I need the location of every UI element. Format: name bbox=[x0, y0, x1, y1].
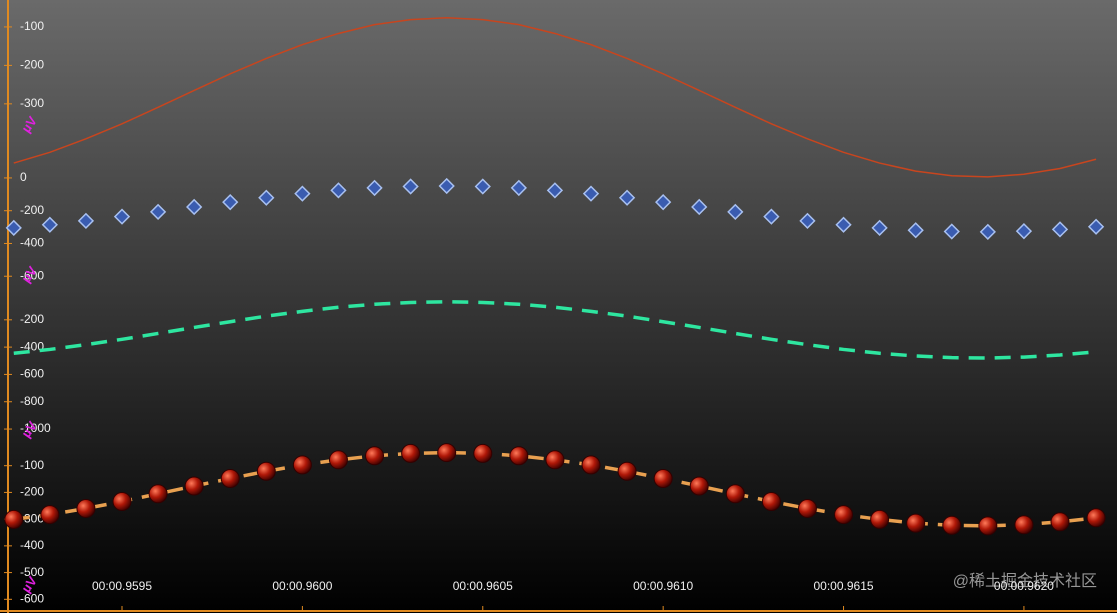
marker bbox=[4, 509, 24, 529]
marker bbox=[186, 198, 203, 216]
marker bbox=[256, 461, 276, 481]
marker bbox=[258, 189, 275, 206]
x-tick-label: 00:00.9595 bbox=[92, 579, 152, 593]
marker bbox=[402, 178, 419, 195]
marker bbox=[473, 443, 493, 463]
series-line bbox=[13, 16, 1097, 178]
marker bbox=[797, 498, 817, 518]
marker bbox=[546, 182, 564, 199]
marker bbox=[1014, 515, 1034, 535]
marker bbox=[545, 450, 565, 470]
marker bbox=[112, 492, 132, 511]
marker bbox=[77, 212, 95, 229]
marker bbox=[328, 450, 348, 470]
marker bbox=[617, 461, 637, 481]
marker bbox=[294, 185, 311, 202]
marker bbox=[220, 469, 240, 489]
x-tick-label: 00:00.9600 bbox=[272, 579, 332, 593]
watermark: @稀土掘金技术社区 bbox=[953, 572, 1097, 590]
marker bbox=[834, 505, 854, 525]
marker bbox=[148, 484, 168, 504]
marker bbox=[653, 469, 673, 489]
y-tick-label: -500 bbox=[20, 565, 44, 579]
marker bbox=[76, 498, 96, 518]
marker bbox=[943, 223, 960, 240]
marker bbox=[978, 516, 998, 536]
y-tick-label: -400 bbox=[20, 339, 44, 353]
y-tick-label: -400 bbox=[20, 538, 44, 552]
marker bbox=[366, 179, 383, 197]
y-tick-label: -1000 bbox=[20, 421, 51, 435]
y-tick-label: -800 bbox=[20, 394, 44, 408]
marker bbox=[1050, 512, 1070, 532]
marker bbox=[1087, 218, 1105, 235]
marker bbox=[113, 208, 131, 225]
y-tick-label: -100 bbox=[20, 458, 44, 472]
marker bbox=[149, 203, 167, 220]
marker bbox=[581, 455, 601, 475]
y-tick-label: -600 bbox=[20, 591, 44, 605]
marker bbox=[401, 443, 421, 463]
marker bbox=[438, 177, 455, 195]
marker bbox=[763, 208, 780, 225]
y-tick-label: -600 bbox=[20, 268, 44, 282]
x-tick-label: 00:00.9605 bbox=[453, 579, 513, 593]
marker bbox=[870, 509, 890, 529]
marker bbox=[1086, 508, 1106, 528]
marker bbox=[40, 505, 60, 525]
marker bbox=[5, 219, 22, 237]
marker bbox=[292, 455, 312, 475]
marker bbox=[689, 476, 709, 496]
marker bbox=[437, 443, 457, 463]
marker bbox=[474, 178, 491, 195]
x-tick-label: 00:00.9615 bbox=[814, 579, 874, 593]
y-tick-label: -300 bbox=[20, 96, 44, 110]
y-tick-label: -300 bbox=[20, 511, 44, 525]
marker bbox=[1051, 221, 1069, 238]
y-tick-label: -600 bbox=[20, 367, 44, 381]
y-tick-label: -200 bbox=[20, 58, 44, 72]
marker bbox=[618, 189, 636, 206]
x-tick-label: 00:00.9620 bbox=[994, 579, 1054, 593]
marker bbox=[330, 182, 347, 199]
marker bbox=[871, 219, 888, 237]
marker bbox=[1015, 223, 1033, 240]
marker bbox=[799, 212, 816, 229]
marker bbox=[979, 223, 996, 240]
x-tick-label: 00:00.9610 bbox=[633, 579, 693, 593]
marker bbox=[582, 185, 600, 202]
marker bbox=[942, 515, 962, 535]
marker bbox=[655, 194, 672, 211]
y-tick-label: -200 bbox=[20, 312, 44, 326]
series-line bbox=[13, 300, 1097, 360]
y-tick-label: -200 bbox=[20, 485, 44, 499]
marker bbox=[727, 203, 744, 220]
marker bbox=[41, 216, 58, 233]
marker bbox=[365, 446, 385, 466]
marker bbox=[509, 446, 529, 466]
y-tick-label: -400 bbox=[20, 236, 44, 250]
y-tick-label: -200 bbox=[20, 203, 44, 217]
marker bbox=[691, 198, 708, 216]
marker bbox=[184, 476, 204, 496]
marker bbox=[222, 194, 239, 211]
marker bbox=[510, 179, 527, 197]
y-tick-label: -100 bbox=[20, 19, 44, 33]
marker bbox=[906, 513, 926, 533]
marker bbox=[725, 484, 745, 504]
marker bbox=[761, 492, 781, 511]
y-tick-label: 0 bbox=[20, 170, 27, 184]
marker bbox=[907, 222, 924, 239]
marker bbox=[835, 216, 852, 233]
